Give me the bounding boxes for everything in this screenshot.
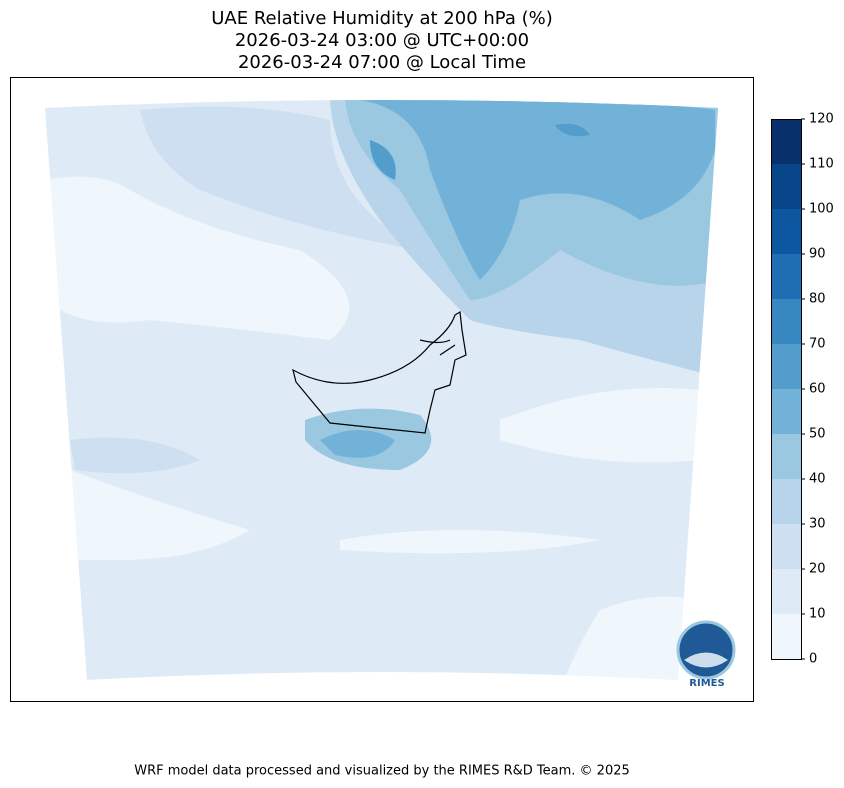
coastline (292, 311, 467, 434)
colorbar-tick-label: 50 (809, 427, 826, 442)
logo: RIMES (676, 620, 736, 689)
colorbar-band (771, 524, 801, 569)
colorbar-band (771, 299, 801, 344)
title-line: 2026-03-24 07:00 @ Local Time (238, 52, 526, 73)
colorbar-band (771, 254, 801, 299)
colorbar-tick-label: 110 (809, 157, 834, 172)
colorbar-tick-label: 70 (809, 337, 826, 352)
colorbar-tick-label: 30 (809, 517, 826, 532)
colorbar-tick-label: 120 (809, 112, 834, 127)
colorbar-band (771, 164, 801, 209)
colorbar-band (771, 614, 801, 659)
colorbar-tick-label: 10 (809, 607, 826, 622)
title-line: 2026-03-24 03:00 @ UTC+00:00 (235, 30, 529, 51)
colorbar-band (771, 479, 801, 524)
colorbar-band (771, 389, 801, 434)
title: UAE Relative Humidity at 200 hPa (%) 202… (211, 8, 552, 73)
colorbar-band (771, 434, 801, 479)
colorbar-tick-label: 20 (809, 562, 826, 577)
footer: WRF model data processed and visualized … (134, 764, 630, 779)
colorbar-tick-label: 40 (809, 472, 826, 487)
colorbar-tick-label: 80 (809, 292, 826, 307)
colorbar-tick-label: 60 (809, 382, 826, 397)
colorbar-band (771, 344, 801, 389)
colorbar-band (771, 569, 801, 614)
colorbar: 0 10 20 30 40 50 60 70 80 90 100 110 120 (771, 112, 834, 667)
colorbar-band (771, 119, 801, 164)
colorbar-tick-label: 90 (809, 247, 826, 262)
colorbar-tick-label: 100 (809, 202, 834, 217)
title-line: UAE Relative Humidity at 200 hPa (%) (211, 8, 552, 29)
humidity-field (45, 100, 718, 680)
colorbar-tick-label: 0 (809, 652, 817, 667)
colorbar-band (771, 209, 801, 254)
logo-text: RIMES (689, 678, 724, 689)
